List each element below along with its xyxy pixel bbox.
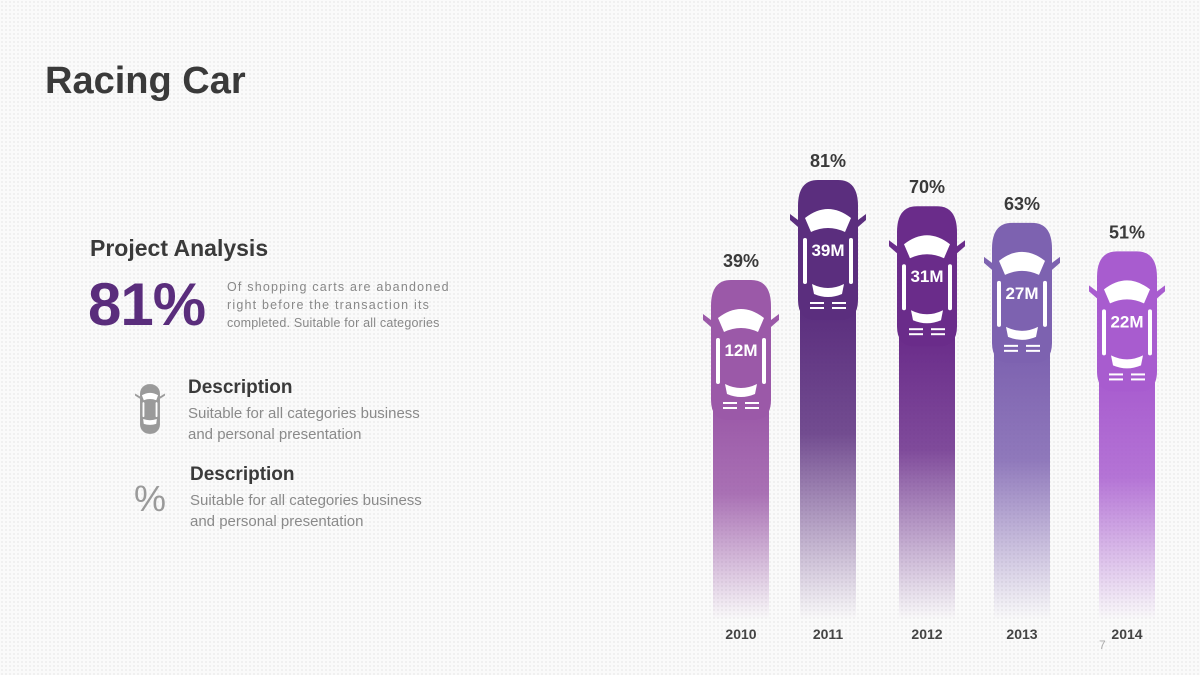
car-value-label: 12M (724, 341, 757, 360)
stat-description-line: completed. Suitable for all categories (227, 316, 440, 330)
percent-label: 70% (909, 177, 945, 197)
bar (1099, 381, 1155, 620)
x-tick-label: 2010 (725, 626, 756, 642)
percent-icon: % (134, 478, 167, 519)
description-text-line: Suitable for all categories business (188, 405, 420, 422)
car-icon (984, 222, 1060, 363)
percent-label: 63% (1004, 194, 1040, 214)
car-icon (703, 280, 779, 420)
car-bar-group: 27M 63% 2013 (984, 194, 1060, 642)
description-text-line: and personal presentation (190, 513, 364, 530)
big-stat-value: 81% (88, 271, 206, 338)
description-text: Suitable for all categories business and… (188, 403, 468, 445)
bar (899, 336, 955, 620)
description-title: Description (188, 377, 293, 398)
car-bar-group: 22M 51% 2014 (1089, 222, 1165, 642)
slide-title: Racing Car (45, 60, 246, 102)
description-text-line: and personal presentation (188, 426, 362, 443)
stat-description: Of shopping carts are abandoned right be… (227, 278, 467, 332)
page-number: 7 (1099, 638, 1106, 652)
car-icon (889, 206, 965, 347)
description-text-line: Suitable for all categories business (190, 492, 422, 509)
bar (800, 310, 856, 620)
bar (994, 352, 1050, 620)
percent-label: 39% (723, 251, 759, 271)
car-value-label: 27M (1005, 284, 1038, 303)
car-value-label: 31M (910, 267, 943, 286)
bar (713, 410, 769, 620)
percent-label: 81% (810, 151, 846, 171)
section-title: Project Analysis (90, 235, 269, 261)
car-icon (790, 180, 866, 320)
car-icon (1089, 251, 1165, 392)
x-tick-label: 2012 (911, 626, 942, 642)
x-tick-label: 2014 (1111, 626, 1142, 642)
description-title: Description (190, 464, 295, 485)
x-tick-label: 2011 (813, 626, 844, 642)
car-bar-group: 31M 70% 2012 (889, 177, 965, 642)
car-bar-group: 12M 39% 2010 (703, 251, 779, 642)
description-text: Suitable for all categories business and… (190, 490, 470, 532)
stat-description-line: right before the transaction its (227, 298, 431, 312)
x-tick-label: 2013 (1006, 626, 1037, 642)
car-value-label: 22M (1110, 312, 1143, 331)
stat-description-line: Of shopping carts are abandoned (227, 280, 450, 294)
percent-label: 51% (1109, 222, 1145, 242)
car-value-label: 39M (811, 241, 844, 260)
car-icon (134, 381, 166, 437)
car-bar-group: 39M 81% 2011 (790, 151, 866, 642)
